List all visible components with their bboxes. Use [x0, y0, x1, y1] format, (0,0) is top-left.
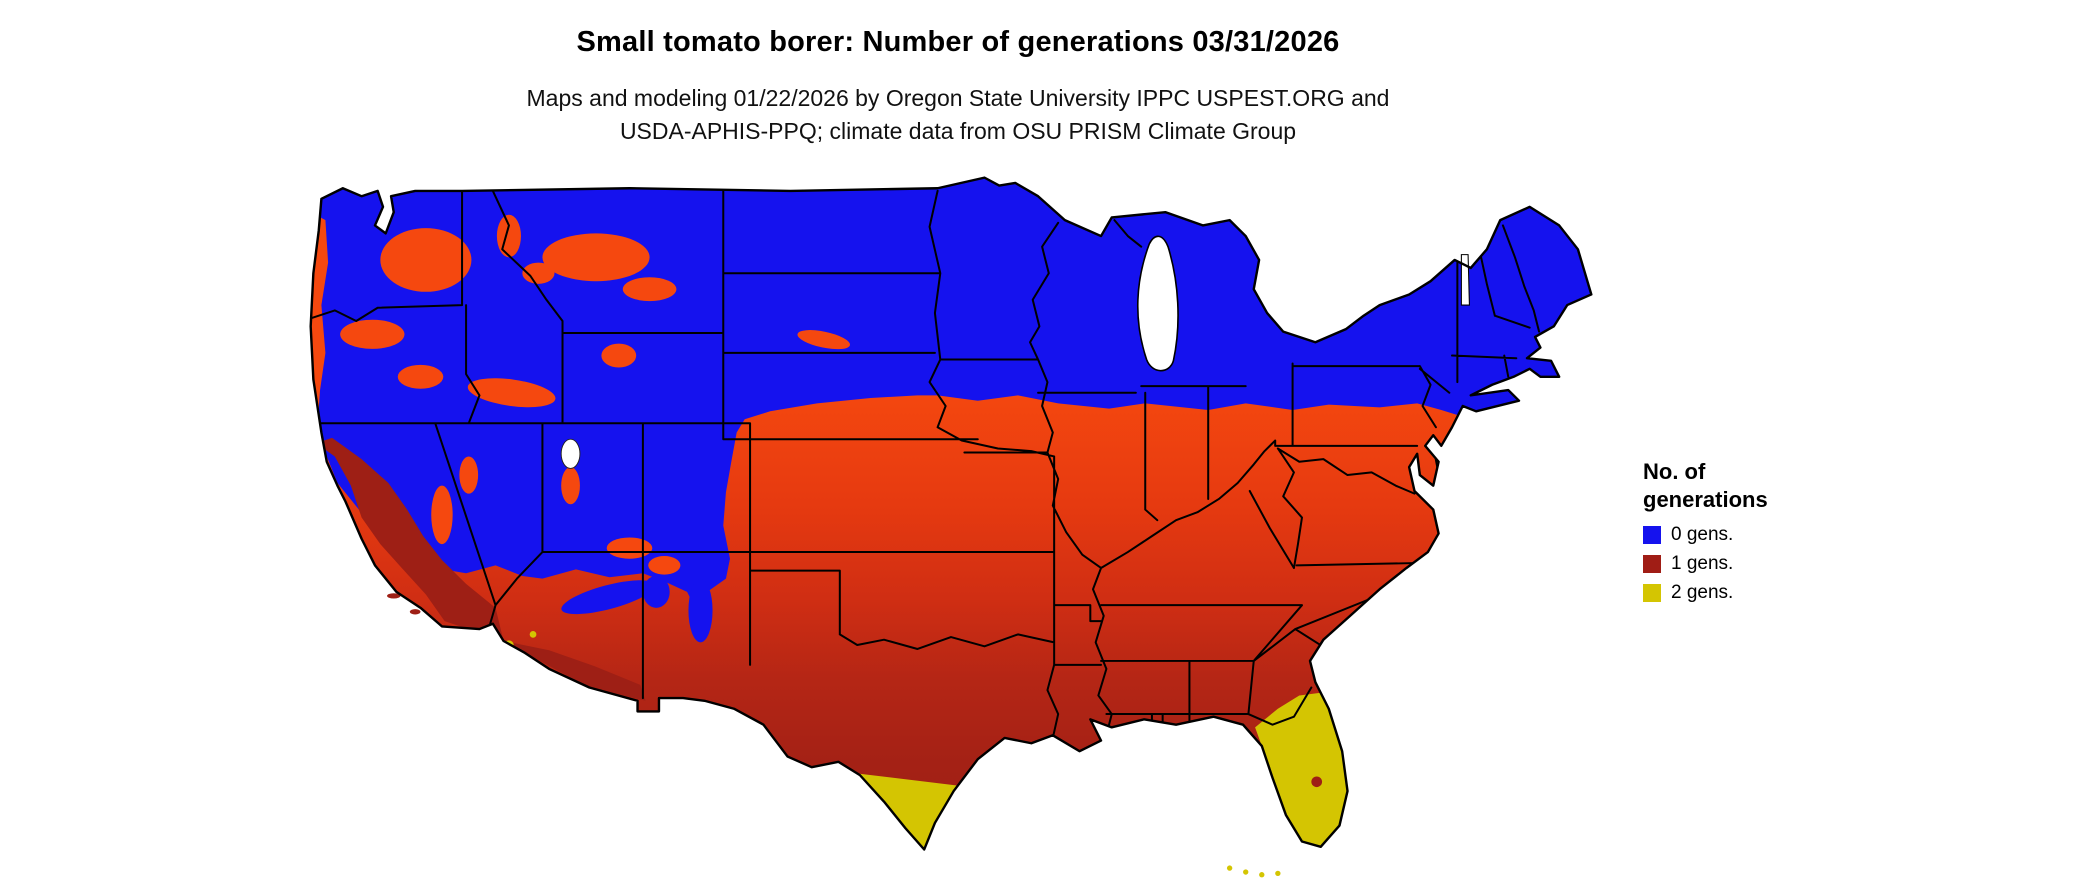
legend-title: No. of generations	[1643, 458, 1863, 514]
lake-okeechobee-spot	[1311, 776, 1323, 788]
us-outline	[309, 176, 1593, 851]
lake-michigan	[1136, 235, 1179, 372]
montana-valley-patch-2	[522, 262, 555, 284]
mountain-cool-patches	[561, 575, 713, 643]
bighorn-basin-patch	[601, 343, 637, 368]
offshore-islands	[387, 593, 421, 615]
legend-swatch-0-gens	[1643, 526, 1661, 544]
legend-item-1-gens: 1 gens.	[1643, 553, 1863, 575]
legend-item-2-gens: 2 gens.	[1643, 582, 1863, 604]
owens-valley-patch	[431, 485, 453, 545]
montana-valley-patch-1	[496, 214, 521, 258]
white-mountains-blue-patch	[642, 575, 670, 608]
map-legend: No. of generations 0 gens. 1 gens. 2 gen…	[1643, 458, 1863, 611]
florida-yellow-region	[1255, 692, 1348, 847]
keys-dot-4	[1275, 870, 1281, 877]
southeast-oregon-patch	[397, 364, 444, 389]
california-valley-dark-region	[316, 437, 504, 642]
subtitle-line-2: USDA-APHIS-PPQ; climate data from OSU PR…	[619, 118, 1297, 144]
four-corners-patch-1	[606, 537, 653, 559]
page-title: Small tomato borer: Number of generation…	[576, 26, 1340, 58]
us-map-svg	[309, 176, 1593, 878]
western-valley-warm-patches	[310, 212, 850, 575]
keys-dot-2	[1243, 869, 1249, 875]
legend-title-line-1: No. of	[1643, 459, 1706, 484]
east-montana-patch	[622, 277, 677, 302]
four-corners-patch-2	[648, 556, 681, 575]
channel-island-1	[387, 593, 401, 599]
legend-label-1-gens: 1 gens.	[1671, 553, 1734, 574]
great-lakes	[560, 235, 1470, 469]
legend-label-2-gens: 2 gens.	[1671, 582, 1734, 603]
map-fill-layers	[310, 177, 1592, 850]
mogollon-rim-blue-band	[561, 580, 655, 615]
channel-island-2	[409, 609, 421, 615]
phoenix-speck	[529, 631, 537, 638]
state-borders	[310, 189, 1541, 739]
legend-title-line-2: generations	[1643, 487, 1768, 512]
great-salt-lake	[560, 438, 581, 469]
central-montana-patch	[542, 233, 650, 282]
subtitle-line-1: Maps and modeling 01/22/2026 by Oregon S…	[526, 85, 1390, 111]
florida-keys	[1226, 865, 1281, 878]
legend-label-0-gens: 0 gens.	[1671, 524, 1734, 545]
central-utah-patch	[561, 467, 580, 505]
legend-items: 0 gens. 1 gens. 2 gens.	[1643, 524, 1863, 604]
keys-dot-1	[1226, 865, 1233, 871]
columbia-basin-patch	[380, 228, 472, 292]
keys-dot-3	[1259, 872, 1265, 878]
snake-river-plain-patch	[467, 378, 556, 408]
legend-swatch-1-gens	[1643, 555, 1661, 573]
legend-swatch-2-gens	[1643, 584, 1661, 602]
legend-item-0-gens: 0 gens.	[1643, 524, 1863, 546]
us-generations-map	[308, 167, 1594, 884]
page-subtitle: Maps and modeling 01/22/2026 by Oregon S…	[0, 82, 1916, 148]
sangre-de-cristo-blue-tongue	[688, 578, 713, 643]
west-nevada-patch	[459, 456, 479, 494]
lake-champlain	[1460, 254, 1470, 306]
southern-arizona-dark-region	[495, 634, 646, 701]
missouri-valley-patch	[797, 330, 850, 350]
north-oregon-patch	[340, 319, 405, 349]
